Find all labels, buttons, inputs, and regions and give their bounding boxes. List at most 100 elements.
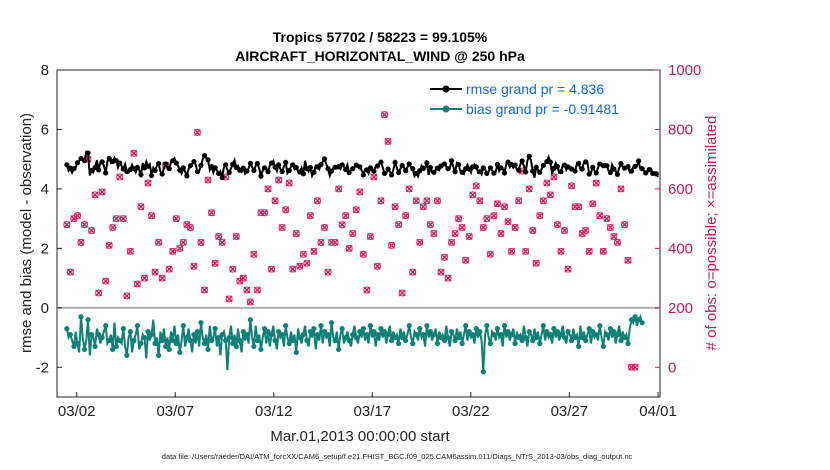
bias-point <box>223 337 229 344</box>
obs-assimilated-marker <box>253 286 261 294</box>
bias-point <box>470 331 476 338</box>
rmse-point <box>300 171 306 177</box>
rmse-point <box>233 164 239 171</box>
y-tick-label: 8 <box>41 62 49 79</box>
obs-assimilated-marker <box>508 247 516 255</box>
obs-possible-marker <box>176 244 184 252</box>
obs-assimilated-marker <box>211 259 219 267</box>
bias-point <box>152 340 158 347</box>
obs-possible-marker <box>133 280 141 288</box>
bias-point <box>346 337 352 344</box>
rmse-point <box>184 173 190 179</box>
obs-possible-marker <box>275 176 283 184</box>
obs-assimilated-marker <box>532 259 540 267</box>
rmse-point <box>286 167 292 174</box>
obs-assimilated-marker <box>289 265 297 273</box>
bias-point <box>96 331 102 338</box>
bias-point <box>614 331 621 338</box>
rmse-point <box>473 164 479 170</box>
rmse-point <box>487 165 493 171</box>
obs-possible-marker <box>433 197 441 205</box>
obs-possible-marker <box>469 191 477 199</box>
obs-assimilated-marker <box>141 274 148 282</box>
obs-assimilated-marker <box>536 212 544 220</box>
bias-line <box>65 314 644 372</box>
obs-possible-marker <box>515 197 523 205</box>
obs-assimilated-marker <box>515 197 523 205</box>
obs-possible-marker <box>504 218 512 226</box>
y-tick-label: -2 <box>36 359 49 376</box>
y-right-tick-label: 1000 <box>668 62 701 79</box>
bias-point <box>156 352 162 358</box>
obs-assimilated-marker <box>511 224 519 232</box>
obs-assimilated-marker <box>377 197 385 205</box>
rmse-point <box>187 163 193 169</box>
rmse-point <box>593 170 599 176</box>
rmse-point <box>519 158 525 164</box>
bias-point <box>170 337 176 344</box>
obs-possible-marker <box>610 232 618 240</box>
y-tick-label: 2 <box>41 240 49 257</box>
obs-possible-marker <box>243 286 251 294</box>
bias-point <box>177 349 183 356</box>
bias-point <box>392 334 398 341</box>
obs-assimilated-marker <box>313 197 321 205</box>
bias-point <box>607 326 613 332</box>
obs-assimilated-marker <box>419 203 427 211</box>
obs-assimilated-marker <box>105 241 113 249</box>
bias-point <box>272 337 278 344</box>
rmse-point <box>244 168 250 174</box>
legend-rmse-marker <box>442 85 450 93</box>
bias-point <box>290 337 296 344</box>
obs-possible-marker <box>190 262 198 270</box>
y-axis-left: -2 0 2 4 6 8 <box>36 62 62 376</box>
obs-assimilated-marker <box>553 221 561 229</box>
obs-possible-marker <box>306 212 314 220</box>
bias-point <box>424 323 430 329</box>
rmse-point <box>156 161 162 167</box>
rmse-point <box>448 158 455 164</box>
bias-point <box>434 340 441 347</box>
bias-point <box>523 334 529 341</box>
bias-point <box>420 331 426 338</box>
bias-point <box>265 329 271 335</box>
obs-possible-marker <box>81 221 88 229</box>
obs-possible-marker <box>285 179 293 187</box>
bias-point <box>583 337 589 344</box>
obs-possible-marker <box>557 247 565 255</box>
bias-point <box>636 317 642 323</box>
rmse-point <box>258 173 264 179</box>
obs-assimilated-marker <box>338 221 346 229</box>
rmse-point <box>554 164 561 170</box>
rmse-point <box>318 161 324 168</box>
obs-possible-marker <box>553 221 561 229</box>
bias-point <box>604 331 610 338</box>
rmse-point <box>159 171 165 177</box>
bias-point <box>339 326 345 332</box>
rmse-point <box>261 165 268 171</box>
obs-assimilated-marker <box>426 221 434 229</box>
rmse-point <box>445 166 451 172</box>
obs-assimilated-marker <box>381 111 388 119</box>
obs-possible-marker <box>568 182 576 190</box>
bias-point <box>67 331 73 338</box>
obs-possible-marker <box>264 185 272 193</box>
obs-possible-marker <box>186 224 194 232</box>
obs-assimilated-marker <box>462 256 470 264</box>
obs-assimilated-marker <box>81 221 88 229</box>
y-tick-label: 6 <box>41 121 49 138</box>
obs-possible-marker <box>585 247 593 255</box>
obs-possible-marker <box>201 286 208 294</box>
bias-point <box>480 369 486 375</box>
obs-assimilated-marker <box>356 188 364 196</box>
bias-point <box>360 326 366 332</box>
bias-point <box>530 337 536 344</box>
obs-possible-marker <box>613 238 621 246</box>
obs-possible-marker <box>313 197 321 205</box>
bias-point <box>399 334 405 341</box>
bias-point <box>332 337 338 344</box>
obs-assimilated-marker <box>250 250 258 258</box>
rmse-point <box>350 166 356 172</box>
obs-possible-marker <box>631 363 639 371</box>
bias-point <box>148 331 155 338</box>
